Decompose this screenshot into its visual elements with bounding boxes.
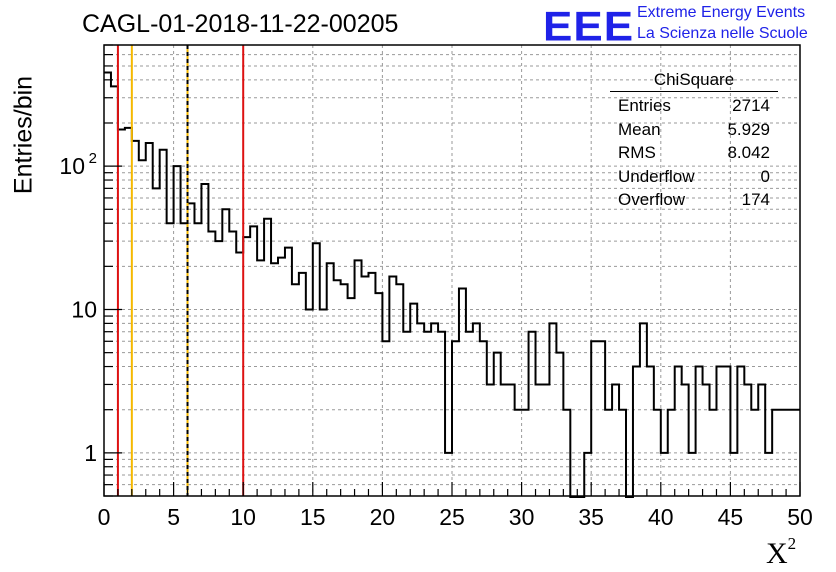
stats-row-rms: RMS 8.042: [610, 141, 778, 165]
stats-row-underflow: Underflow 0: [610, 165, 778, 189]
y-tick-label-exponent: 2: [89, 150, 97, 167]
x-tick-label: 15: [300, 504, 326, 530]
stats-box: ChiSquare Entries 2714 Mean 5.929 RMS 8.…: [610, 70, 778, 212]
x-axis-label-base: X: [766, 537, 788, 570]
stats-row-overflow: Overflow 174: [610, 188, 778, 212]
x-tick-label: 0: [98, 504, 111, 530]
stats-label: RMS: [618, 143, 656, 162]
y-axis-label-box: Entries/bin: [6, 76, 42, 194]
y-axis-label: Entries/bin: [9, 75, 38, 195]
stats-value: 5.929: [727, 119, 770, 139]
x-tick-label: 30: [509, 504, 535, 530]
stats-value: 8.042: [727, 143, 770, 162]
x-tick-label: 50: [787, 504, 813, 530]
chart-title: CAGL-01-2018-11-22-00205: [82, 10, 399, 38]
stats-value: 2714: [732, 96, 770, 115]
x-tick-label: 40: [648, 504, 674, 530]
x-axis-label: X2: [766, 534, 796, 571]
x-tick-label: 5: [167, 504, 180, 530]
stats-label: Overflow: [618, 190, 686, 209]
stats-row-entries: Entries 2714: [610, 94, 778, 118]
logo-line-2: La Scienza nelle Scuole: [637, 25, 808, 42]
x-tick-label: 25: [439, 504, 465, 530]
logo-line-1: Extreme Energy Events: [637, 4, 806, 21]
stats-label: Mean: [618, 119, 661, 139]
y-tick-label: 10: [71, 296, 97, 322]
stats-value: 174: [741, 190, 770, 209]
histogram-series: [104, 71, 800, 498]
x-tick-label: 45: [718, 504, 744, 530]
x-tick-label: 20: [370, 504, 396, 530]
stats-label: Entries: [618, 96, 671, 115]
stats-box-title: ChiSquare: [610, 70, 778, 92]
stats-row-mean: Mean 5.929: [610, 118, 778, 142]
y-tick-label: 1: [84, 440, 97, 466]
y-tick-label: 10: [59, 153, 85, 179]
stats-value: 0: [760, 166, 770, 186]
stats-label: Underflow: [618, 166, 695, 186]
x-tick-label: 10: [230, 504, 256, 530]
eee-logo: EEE: [543, 3, 635, 50]
x-tick-label: 35: [578, 504, 604, 530]
x-axis-label-sup: 2: [787, 534, 797, 553]
